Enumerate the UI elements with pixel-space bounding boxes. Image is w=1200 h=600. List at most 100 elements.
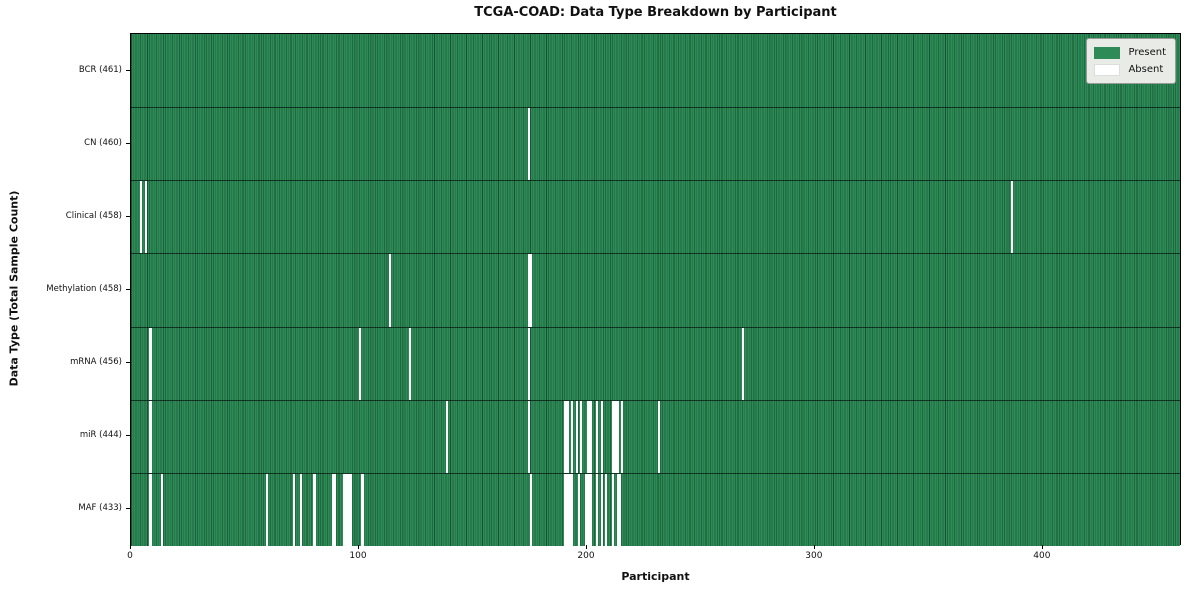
- absent-stripe: [586, 400, 590, 473]
- x-tick: [813, 545, 815, 549]
- absent-stripe: [571, 473, 574, 546]
- absent-stripe: [589, 473, 592, 546]
- absent-stripe: [1011, 181, 1014, 254]
- absent-stripe: [149, 327, 152, 400]
- absent-stripe: [584, 473, 587, 546]
- y-tick: [126, 508, 130, 510]
- legend-entry-present: Present: [1094, 44, 1166, 61]
- y-tick: [126, 69, 130, 71]
- legend-label-absent: Absent: [1128, 64, 1164, 75]
- data-type-row-bcr: [131, 34, 1180, 108]
- absent-stripe: [621, 400, 624, 473]
- x-tick-label-0: 0: [127, 551, 133, 561]
- absent-stripe: [564, 473, 567, 546]
- absent-stripe: [149, 473, 152, 546]
- absent-stripe: [566, 473, 569, 546]
- chart-title: TCGA-COAD: Data Type Breakdown by Partic…: [474, 5, 837, 20]
- absent-stripe: [596, 400, 599, 473]
- y-tick-label-cn: CN (460): [84, 137, 122, 148]
- absent-stripe: [140, 181, 143, 254]
- y-tick-label-mir: miR (444): [79, 430, 122, 441]
- legend: Present Absent: [1086, 38, 1176, 84]
- absent-stripe: [618, 473, 622, 546]
- absent-stripe: [616, 400, 619, 473]
- absent-stripe: [445, 400, 448, 473]
- absent-stripe: [313, 473, 316, 546]
- data-type-row-mrna: [131, 326, 1180, 400]
- absent-stripe: [331, 473, 334, 546]
- absent-stripe: [575, 400, 578, 473]
- absent-stripe: [345, 473, 348, 546]
- x-tick: [1041, 545, 1043, 549]
- absent-stripe: [605, 473, 608, 546]
- absent-stripe: [564, 400, 567, 473]
- absent-stripe: [589, 400, 592, 473]
- data-type-row-cn: [131, 107, 1180, 181]
- absent-stripe: [160, 473, 163, 546]
- absent-stripe: [580, 400, 583, 473]
- absent-stripe: [657, 400, 660, 473]
- x-tick: [586, 545, 587, 549]
- absent-stripe: [616, 473, 619, 546]
- absent-stripe: [299, 473, 302, 546]
- y-tick-label-maf: MAF (433): [78, 503, 122, 514]
- x-tick: [130, 545, 131, 549]
- y-tick-label-bcr: BCR (461): [78, 64, 122, 75]
- absent-stripe: [388, 254, 391, 327]
- absent-stripe: [527, 400, 530, 473]
- y-tick: [126, 289, 130, 290]
- x-tick-label-300: 300: [805, 551, 823, 561]
- x-tick-label-400: 400: [1033, 551, 1051, 561]
- y-tick-label-methylation: Methylation (458): [46, 284, 122, 294]
- x-tick-label-200: 200: [577, 551, 595, 561]
- absent-stripe: [741, 327, 745, 400]
- absent-stripe: [347, 473, 350, 546]
- absent-stripe: [612, 473, 615, 546]
- absent-stripe: [596, 473, 599, 546]
- y-tick: [126, 362, 130, 364]
- absent-stripe: [527, 108, 530, 181]
- absent-stripe: [361, 473, 364, 546]
- absent-stripe: [600, 473, 603, 546]
- y-tick: [126, 215, 130, 217]
- absent-stripe: [577, 473, 581, 546]
- absent-stripe: [144, 181, 147, 254]
- absent-stripe: [586, 473, 590, 546]
- absent-stripe: [527, 327, 530, 400]
- legend-entry-absent: Absent: [1094, 61, 1166, 78]
- y-tick-label-clinical: Clinical (458): [65, 210, 122, 221]
- data-type-row-mir: [131, 399, 1180, 473]
- absent-stripe: [612, 400, 615, 473]
- absent-stripe: [614, 400, 617, 473]
- absent-stripe: [409, 327, 412, 400]
- legend-label-present: Present: [1128, 47, 1166, 58]
- absent-stripe: [600, 400, 603, 473]
- absent-stripe: [568, 473, 571, 546]
- absent-stripe: [149, 400, 152, 473]
- absent-stripe: [265, 473, 268, 546]
- absent-stripe: [571, 400, 574, 473]
- y-tick-label-mrna: mRNA (456): [70, 357, 122, 368]
- data-type-row-maf: [131, 472, 1180, 546]
- x-axis-label: Participant: [621, 570, 690, 583]
- absent-stripe: [349, 473, 353, 546]
- y-axis-label: Data Type (Total Sample Count): [7, 190, 21, 387]
- absent-stripe: [292, 473, 296, 546]
- y-tick: [126, 142, 130, 144]
- plot-area: Present Absent: [130, 33, 1181, 546]
- absent-stripe: [343, 473, 346, 546]
- x-tick: [358, 545, 359, 549]
- absent-stripe: [527, 254, 530, 327]
- data-type-row-clinical: [131, 180, 1180, 254]
- absent-swatch: [1094, 63, 1121, 76]
- absent-stripe: [566, 400, 569, 473]
- absent-stripe: [358, 327, 362, 400]
- data-type-row-methylation: [131, 253, 1180, 327]
- absent-stripe: [529, 254, 533, 327]
- x-tick-label-100: 100: [349, 551, 367, 561]
- absent-stripe: [333, 473, 337, 546]
- absent-stripe: [529, 473, 533, 546]
- present-swatch: [1094, 46, 1121, 59]
- y-tick: [126, 435, 130, 437]
